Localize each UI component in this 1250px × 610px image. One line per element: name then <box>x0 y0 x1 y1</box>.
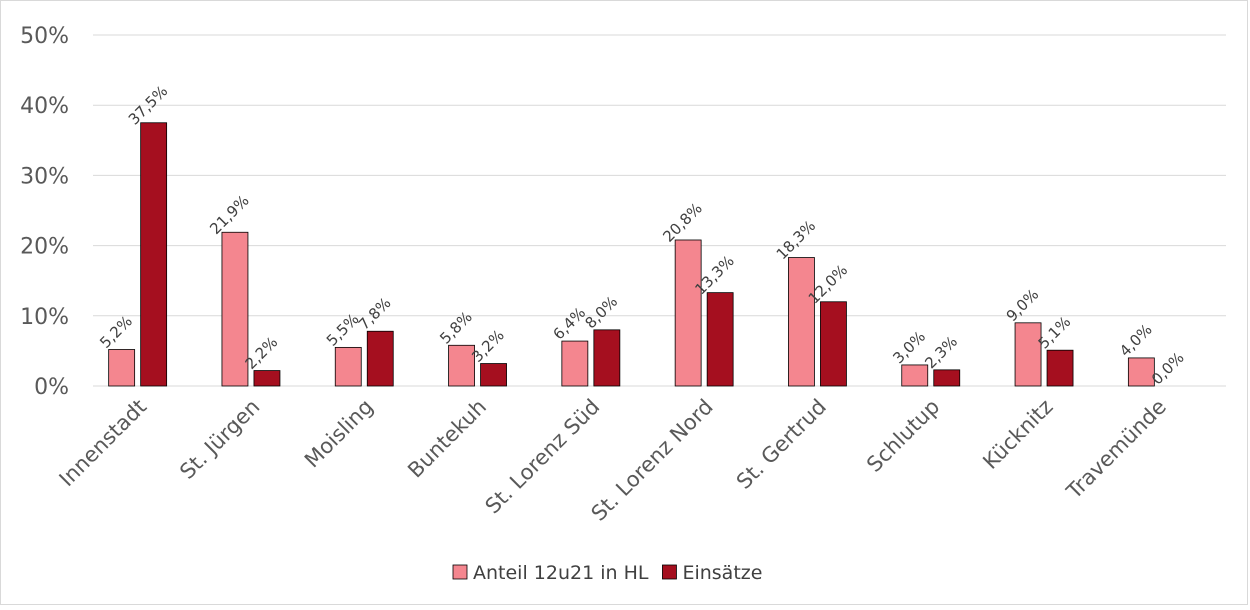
y-tick-label: 20% <box>20 235 69 260</box>
data-label: 3,2% <box>468 326 508 366</box>
x-axis-tick-labels: Innenstadt St. Jürgen Moisling BuntekuhSt. … <box>55 395 1171 526</box>
data-label: 4,0% <box>1116 321 1156 361</box>
bar-einsaetze <box>140 122 168 387</box>
x-tick-label: Schlutup <box>862 395 944 477</box>
bar-einsaetze <box>933 369 961 387</box>
x-tick-label: Moisling <box>300 395 378 473</box>
data-label: 9,0% <box>1003 285 1043 325</box>
x-tick-label: St. Jürgen <box>175 395 264 484</box>
legend-label: Anteil 12u21 in HL <box>473 562 649 584</box>
x-tick-label: St. Lorenz Nord <box>587 395 718 526</box>
data-label: 6,4% <box>549 304 589 344</box>
bar-anteil <box>334 346 362 387</box>
y-tick-label: 40% <box>20 94 69 119</box>
bar-anteil <box>674 239 702 387</box>
bar-anteil <box>1014 322 1042 387</box>
bar-anteil <box>221 231 249 387</box>
bars <box>108 122 1155 387</box>
x-tick-label: Buntekuh <box>403 395 491 483</box>
y-tick-label: 50% <box>20 24 69 49</box>
data-label: 18,3% <box>773 217 819 263</box>
legend-swatch <box>452 564 468 580</box>
x-tick-label: Travemünde <box>1061 395 1171 505</box>
bar-einsaetze <box>1046 349 1074 387</box>
data-label: 5,1% <box>1035 313 1075 353</box>
data-label: 8,0% <box>581 292 621 332</box>
bar-einsaetze <box>593 329 621 387</box>
legend-swatch <box>662 564 677 580</box>
data-label: 21,9% <box>206 192 252 238</box>
data-label: 5,2% <box>96 312 136 352</box>
legend-label: Einsätze <box>682 562 762 584</box>
y-axis-tick-labels: 0% 10% 20% 30% 40% 50% <box>20 24 69 400</box>
bar-einsaetze <box>480 363 507 387</box>
y-tick-label: 0% <box>34 375 69 400</box>
x-tick-label: St. Gertrud <box>732 395 831 494</box>
x-tick-label: Innenstadt <box>55 395 152 492</box>
data-label: 0,0% <box>1148 349 1188 389</box>
data-label: 7,8% <box>355 294 395 334</box>
data-label: 2,3% <box>921 332 961 372</box>
bar-anteil <box>901 364 929 387</box>
bar-anteil <box>1127 357 1155 387</box>
x-tick-label: Kücknitz <box>978 395 1057 474</box>
x-tick-label: St. Lorenz Süd <box>481 395 605 519</box>
legend: Anteil 12u21 in HL Einsätze <box>452 562 762 584</box>
bar-einsaetze <box>706 292 734 387</box>
y-tick-label: 30% <box>20 164 69 189</box>
data-label: 20,8% <box>659 199 705 245</box>
bar-anteil <box>108 349 136 387</box>
bar-einsaetze <box>820 301 847 387</box>
bar-anteil <box>561 340 589 387</box>
data-label: 5,8% <box>436 308 476 348</box>
y-tick-label: 10% <box>20 305 69 330</box>
bar-einsaetze <box>253 370 281 387</box>
bar-anteil <box>448 344 475 387</box>
bar-einsaetze <box>366 330 394 387</box>
bar-anteil <box>788 257 815 387</box>
